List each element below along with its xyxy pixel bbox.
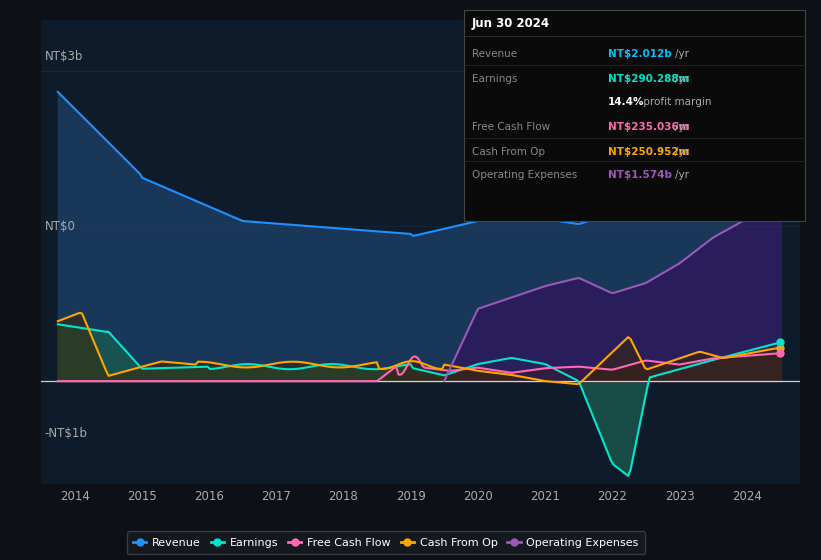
Text: Revenue: Revenue xyxy=(472,49,517,59)
Text: NT$290.288m: NT$290.288m xyxy=(608,74,689,84)
Text: NT$3b: NT$3b xyxy=(45,50,83,63)
Text: NT$235.036m: NT$235.036m xyxy=(608,122,689,132)
Text: /yr: /yr xyxy=(675,170,689,180)
Text: NT$1.574b: NT$1.574b xyxy=(608,170,672,180)
Text: /yr: /yr xyxy=(675,74,689,84)
Text: -NT$1b: -NT$1b xyxy=(45,427,88,440)
Text: NT$0: NT$0 xyxy=(45,220,76,233)
Text: NT$2.012b: NT$2.012b xyxy=(608,49,672,59)
Text: /yr: /yr xyxy=(675,147,689,157)
Text: Jun 30 2024: Jun 30 2024 xyxy=(472,17,550,30)
Text: Earnings: Earnings xyxy=(472,74,517,84)
Text: Free Cash Flow: Free Cash Flow xyxy=(472,122,550,132)
Text: 14.4%: 14.4% xyxy=(608,97,644,107)
Text: /yr: /yr xyxy=(675,122,689,132)
Legend: Revenue, Earnings, Free Cash Flow, Cash From Op, Operating Expenses: Revenue, Earnings, Free Cash Flow, Cash … xyxy=(127,531,644,554)
Text: profit margin: profit margin xyxy=(640,97,712,107)
Text: Cash From Op: Cash From Op xyxy=(472,147,545,157)
Text: /yr: /yr xyxy=(675,49,689,59)
Text: NT$250.952m: NT$250.952m xyxy=(608,147,689,157)
Text: Operating Expenses: Operating Expenses xyxy=(472,170,577,180)
